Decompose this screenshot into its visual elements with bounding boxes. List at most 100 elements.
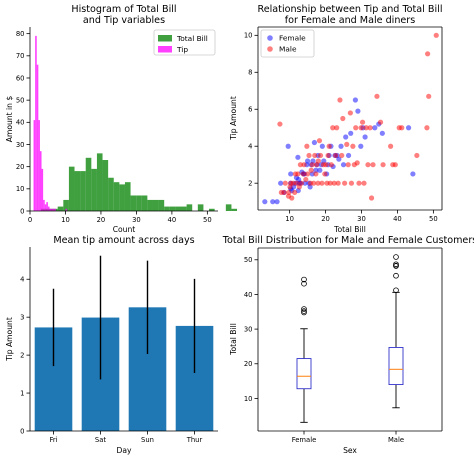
total-bill-bin: [85, 157, 92, 211]
tip-bin: [52, 208, 55, 211]
y-tick-label: 10: [16, 185, 25, 193]
male-point: [370, 162, 376, 168]
x-axis-label: Count: [113, 225, 136, 234]
female-point: [372, 125, 378, 131]
male-point: [304, 171, 311, 177]
male-point: [344, 141, 350, 147]
tip-bin: [51, 208, 53, 211]
x-tick-label: Fri: [49, 436, 57, 444]
iqr-box: [388, 347, 404, 386]
total-bill-bin: [102, 160, 109, 211]
male-point: [374, 93, 380, 99]
male-point: [331, 180, 337, 186]
male-point: [368, 195, 375, 201]
male-point: [326, 143, 332, 149]
y-tick-label: 8: [248, 69, 252, 77]
male-point: [414, 152, 420, 159]
male-point: [325, 152, 331, 159]
total-bill-bin: [175, 206, 182, 211]
total-bill-bin: [225, 204, 232, 211]
male-point: [290, 180, 296, 186]
total-bill-bin: [74, 171, 81, 211]
male-point: [367, 125, 373, 131]
tip-bin: [35, 35, 37, 212]
outlier-point: [393, 272, 399, 279]
male-point: [277, 121, 283, 127]
outlier-point: [393, 261, 399, 268]
female-point: [278, 180, 284, 186]
total-bill-bin: [169, 206, 176, 211]
outlier-point: [301, 306, 307, 312]
y-tick-label: 80: [16, 30, 25, 38]
male-point: [348, 180, 355, 186]
female-point: [295, 154, 301, 160]
male-point: [322, 171, 328, 177]
male-point: [309, 162, 315, 168]
total-bill-bin: [197, 204, 204, 211]
female-point: [285, 143, 291, 149]
x-tick-label: Female: [292, 436, 317, 444]
female-point: [410, 171, 416, 177]
male-point: [345, 162, 351, 168]
male-point: [356, 180, 362, 186]
x-tick-label: Sat: [95, 436, 106, 444]
y-tick-label: 20: [16, 163, 25, 171]
tip-bin: [49, 208, 52, 211]
y-tick-label: 3: [20, 314, 24, 322]
male-point: [286, 189, 292, 196]
male-point: [319, 180, 325, 186]
total-bill-boxplot-panel: 10 20 30 40 50 Female Male Total Bill Distribut…: [222, 235, 474, 455]
male-point: [317, 152, 324, 159]
male-point: [335, 180, 341, 186]
total-bill-bin: [63, 199, 69, 211]
y-axis-label: Tip Amount: [229, 96, 238, 141]
male-point: [315, 180, 321, 186]
male-point: [303, 176, 309, 183]
male-point: [339, 152, 345, 159]
total-bill-bin: [57, 206, 64, 211]
male-point: [330, 125, 336, 131]
y-axis-label: Amount in $: [5, 96, 14, 143]
male-point: [312, 152, 318, 159]
x-tick-label: 50: [203, 216, 212, 224]
y-tick-label: 30: [244, 326, 253, 334]
mean-tip-bar-panel: 0 1 2 3 4 Fri Sat Sun Thur Mean tip amount across…: [5, 235, 218, 455]
legend-label: Total Bill: [176, 34, 208, 43]
outlier-point: [301, 276, 307, 283]
male-point: [304, 143, 310, 149]
male-point: [377, 119, 384, 125]
x-tick-label: 10: [285, 215, 294, 223]
total-bill-bin: [119, 184, 125, 211]
male-point: [347, 110, 353, 116]
male-point: [282, 180, 288, 186]
total-bill-bin: [91, 168, 97, 211]
male-point: [425, 51, 431, 57]
tip-bin: [65, 208, 68, 211]
x-tick-label: 50: [429, 215, 438, 223]
legend-marker: [267, 46, 273, 52]
female-point: [262, 199, 268, 205]
tip-bin: [43, 199, 45, 211]
outlier-point: [393, 254, 399, 260]
male-point: [328, 162, 334, 168]
female-point: [345, 152, 352, 159]
legend-marker: [267, 35, 273, 41]
tip-bin: [33, 120, 36, 211]
total-bill-bin: [141, 195, 148, 211]
y-axis-label: Total Bill: [229, 323, 238, 356]
female-point: [317, 167, 323, 173]
y-tick-label: 4: [248, 143, 252, 151]
total-bill-bin: [147, 199, 153, 211]
x-tick-label: 20: [321, 215, 330, 223]
male-point: [281, 189, 287, 196]
male-point: [298, 180, 305, 186]
tip-bin: [38, 120, 40, 211]
y-tick-label: 40: [16, 119, 25, 127]
x-tick-label: 10: [61, 216, 70, 224]
male-point: [316, 138, 323, 144]
total-bill-bin: [113, 182, 120, 211]
male-point: [297, 162, 304, 168]
y-tick-label: 2: [248, 180, 252, 188]
male-point: [295, 171, 301, 177]
y-axis-label: Tip Amount: [5, 317, 14, 362]
